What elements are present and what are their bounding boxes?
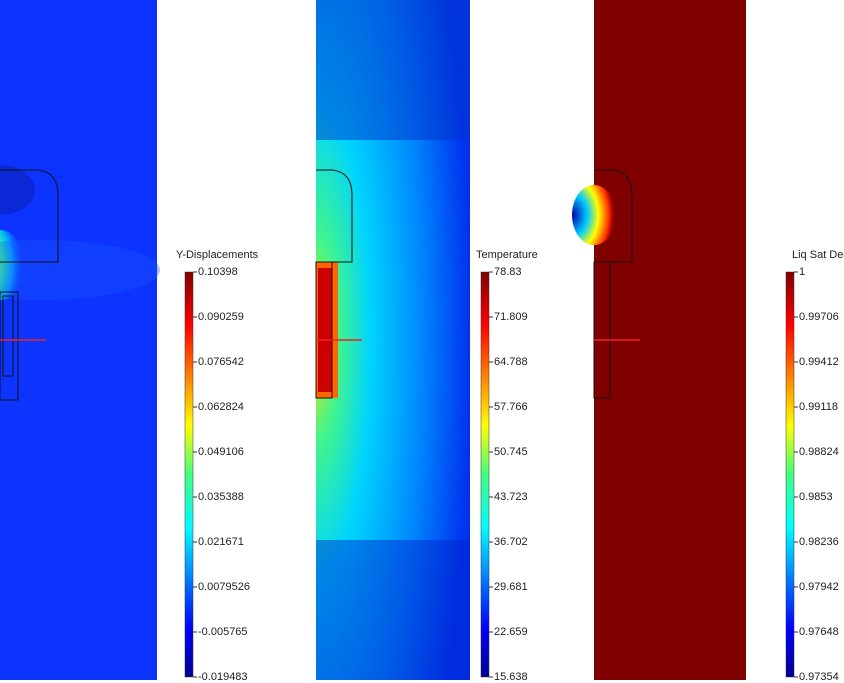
colorbar-label: 22.659 — [494, 626, 528, 638]
colorbar-label: 43.723 — [494, 491, 528, 503]
colorbar-label: 29.681 — [494, 581, 528, 593]
colorbar-title: Temperature — [476, 249, 538, 261]
colorbar-label: 50.745 — [494, 446, 528, 458]
colorbar-title: Liq Sat Deg — [792, 249, 844, 261]
colorbar-label: 0.062824 — [198, 401, 244, 413]
colorbar-label: 15.638 — [494, 671, 528, 683]
saturation-field — [572, 0, 746, 680]
colorbar-label: 0.0079526 — [198, 581, 250, 593]
colorbar-label: 0.98236 — [799, 536, 839, 548]
colorbar-label: 78.83 — [494, 266, 522, 278]
colorbar-label: 0.97648 — [799, 626, 839, 638]
colorbar-label: 0.021671 — [198, 536, 244, 548]
colorbar-label: 57.766 — [494, 401, 528, 413]
colorbar-title: Y-Displacements — [176, 249, 259, 261]
colorbar-label: 0.090259 — [198, 311, 244, 323]
colorbar-label: 0.98824 — [799, 446, 839, 458]
colorbar-label: 0.97354 — [799, 671, 839, 683]
colorbar-label: 1 — [799, 266, 805, 278]
colorbar-label: 71.809 — [494, 311, 528, 323]
colorbar-label: -0.019483 — [198, 671, 248, 683]
colorbar-label: 0.99118 — [799, 401, 838, 413]
colorbar-label: 0.97942 — [799, 581, 839, 593]
colorbar-label: 0.076542 — [198, 356, 244, 368]
colorbar — [480, 271, 490, 678]
colorbar-label: 0.99412 — [799, 356, 839, 368]
colorbar-label: 0.9853 — [799, 491, 833, 503]
colorbar-label: 64.788 — [494, 356, 528, 368]
colorbar-label: 0.035388 — [198, 491, 244, 503]
colorbar-label: 0.10398 — [198, 266, 238, 278]
displacement-field — [0, 0, 160, 680]
colorbar-label: 0.99706 — [799, 311, 839, 323]
colorbar-label: 36.702 — [494, 536, 528, 548]
colorbar-label: 0.049106 — [198, 446, 244, 458]
temperature-field — [315, 0, 470, 680]
colorbar-label: -0.005765 — [198, 626, 248, 638]
colorbar — [785, 271, 795, 678]
colorbar — [184, 271, 194, 678]
